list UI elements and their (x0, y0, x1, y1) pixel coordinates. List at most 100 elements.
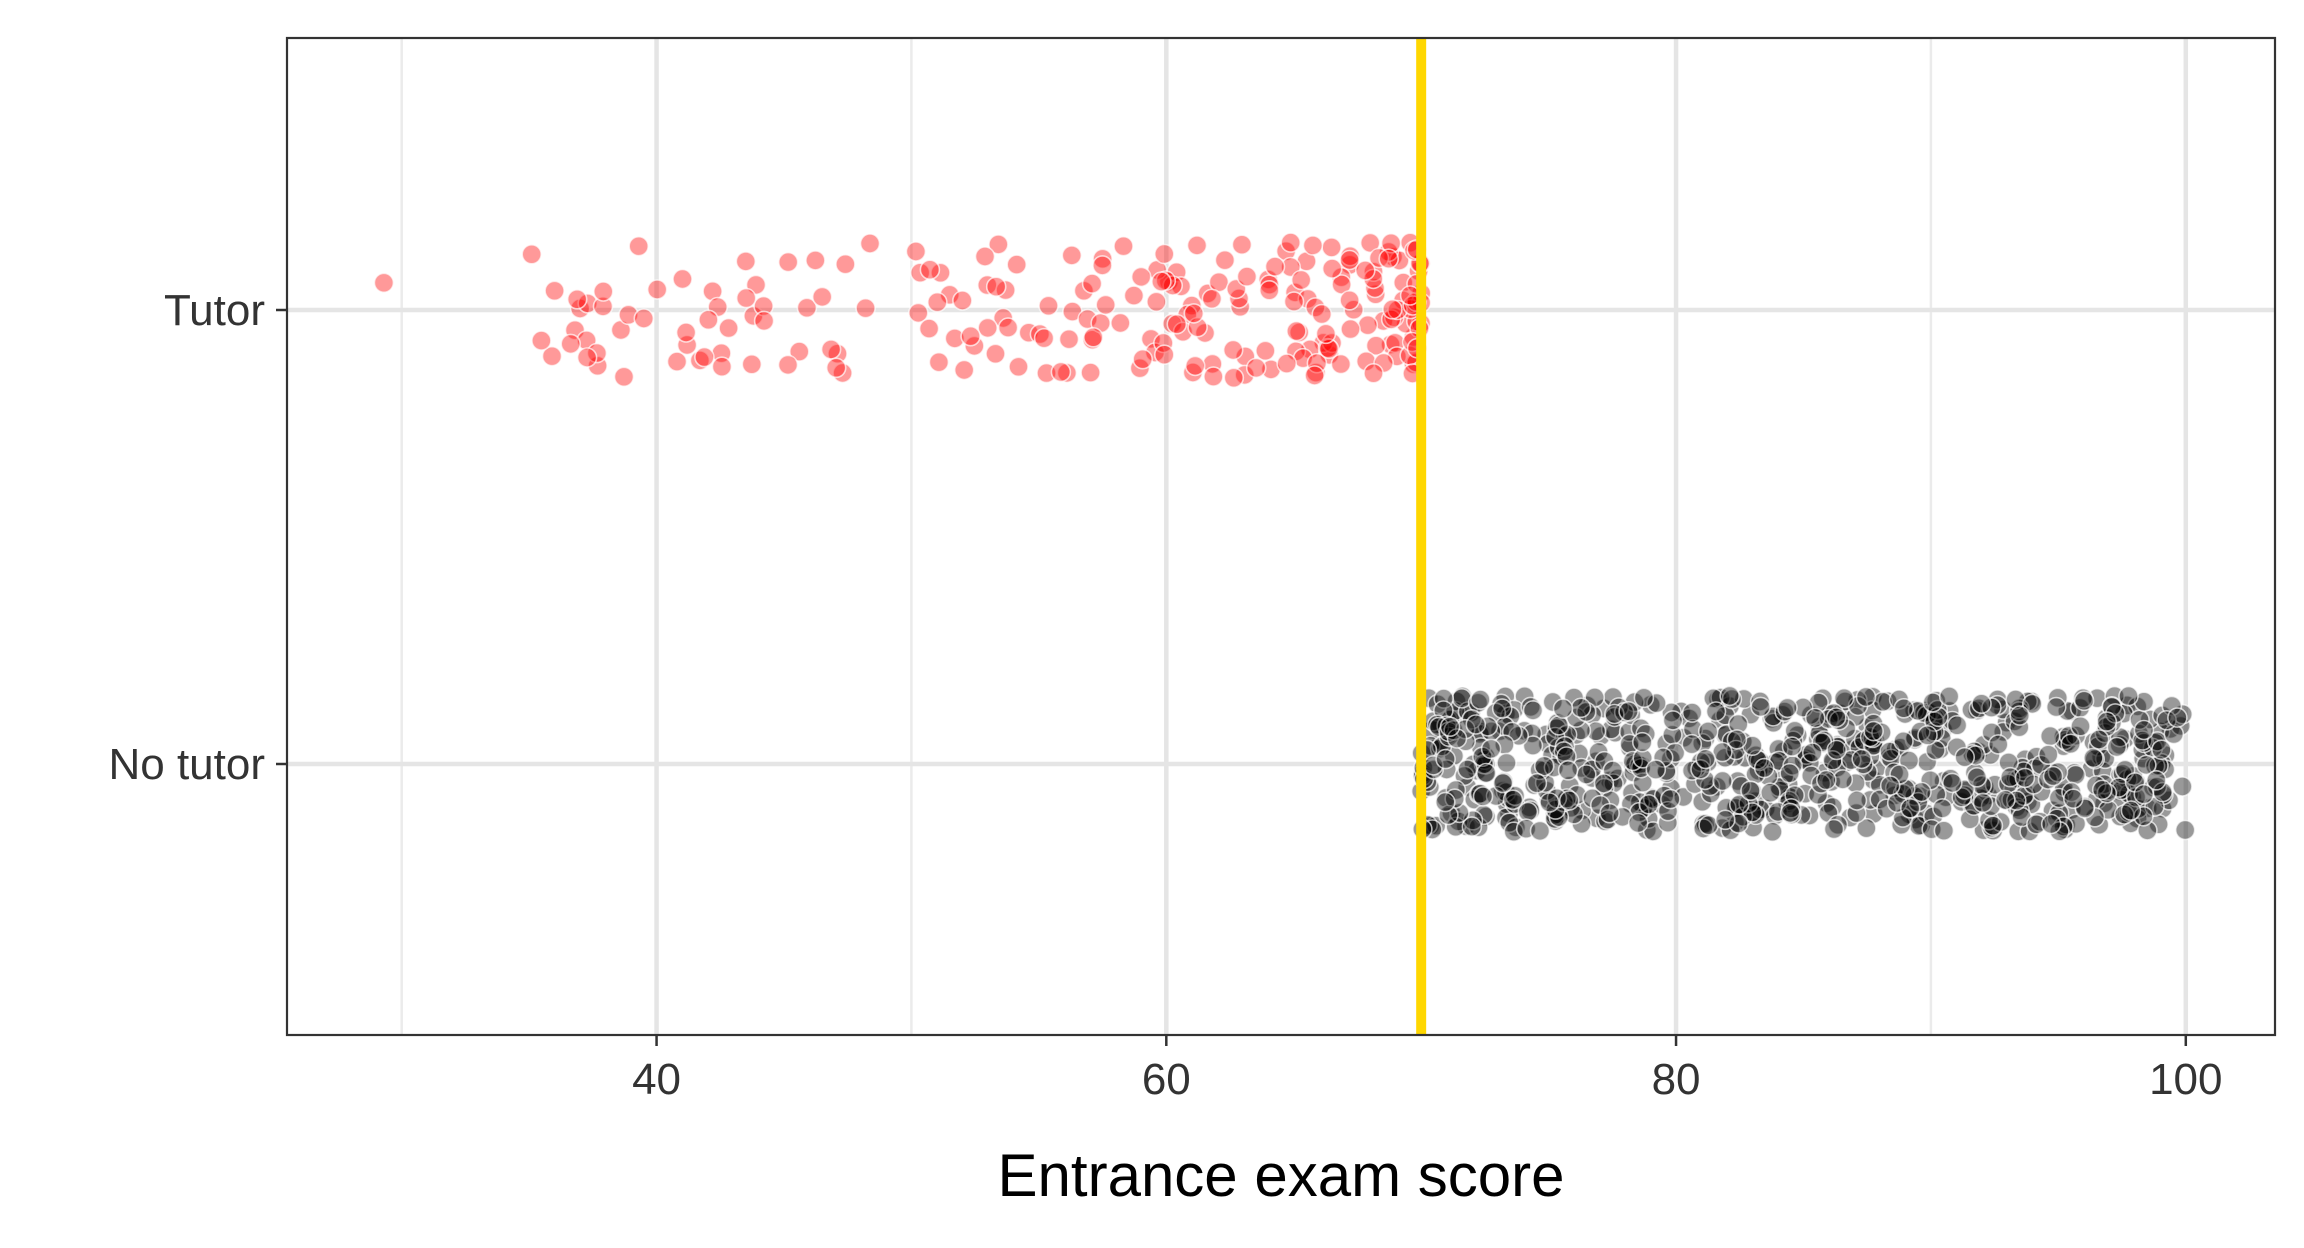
no-tutor-point (1779, 762, 1800, 784)
no-tutor-point (1750, 696, 1771, 718)
tutor-point (672, 268, 693, 290)
no-tutor-point (1681, 733, 1703, 755)
tutor-point (1306, 352, 1328, 374)
tutor-point (1280, 232, 1301, 253)
no-tutor-point (2084, 748, 2105, 770)
no-tutor-point (1612, 806, 1633, 828)
no-tutor-point (1729, 794, 1750, 815)
no-tutor-point (1705, 701, 1727, 722)
tutor-point (1033, 327, 1055, 349)
tutor-point (1286, 320, 1307, 342)
no-tutor-point (2172, 776, 2193, 797)
tutor-point (1339, 289, 1360, 311)
tutor-point (753, 310, 775, 332)
tutor-point (788, 341, 810, 362)
no-tutor-point (1657, 812, 1679, 834)
no-tutor-point (2105, 703, 2126, 724)
tutor-point (974, 246, 996, 267)
tutor-point (1311, 303, 1333, 325)
no-tutor-point (1971, 693, 1992, 715)
no-tutor-point (1933, 820, 1955, 842)
no-tutor-point (1804, 707, 1826, 729)
tutor-point (1255, 340, 1276, 362)
tutor-point (1283, 291, 1305, 312)
tutor-point (633, 308, 655, 329)
axes: 40 60 80 100 No tutor Tutor (108, 286, 2222, 1104)
no-tutor-point (1845, 772, 1866, 794)
no-tutor-point (1522, 735, 1544, 756)
no-tutor-point (1585, 720, 1607, 742)
no-tutor-point (1457, 759, 1478, 780)
no-tutor-point (1470, 689, 1491, 710)
no-tutor-point (1682, 718, 1704, 740)
tutor-point (1083, 326, 1104, 348)
tutor-point (1355, 260, 1376, 281)
no-tutor-point (1879, 741, 1900, 762)
tutor-point (1302, 235, 1324, 256)
tutor-point (1081, 273, 1103, 294)
no-tutor-point (2000, 766, 2021, 788)
no-tutor-point (1890, 814, 1912, 836)
tutor-point (1170, 276, 1192, 297)
no-tutor-point (1982, 815, 2004, 837)
tutor-point (1260, 359, 1282, 380)
no-tutor-point (1917, 724, 1938, 746)
no-tutor-point (2063, 788, 2084, 810)
no-tutor-point (2022, 693, 2043, 715)
no-tutor-point (1828, 710, 1850, 731)
tutor-point (985, 343, 1006, 365)
no-tutor-point (1533, 755, 1555, 777)
no-tutor-point (1496, 752, 1517, 774)
tutor-point (1166, 313, 1188, 335)
tutor-point (1231, 234, 1253, 255)
no-tutor-point (1480, 738, 1502, 760)
no-tutor-point (1438, 804, 1459, 826)
tutor-point (711, 356, 733, 378)
no-tutor-point (1435, 791, 1456, 813)
tutor-point (960, 325, 981, 347)
no-tutor-point (1542, 691, 1564, 713)
no-tutor-point (1995, 789, 2016, 811)
no-tutor-point (1526, 772, 1548, 794)
no-tutor-point (1954, 746, 1975, 768)
no-tutor-point (1469, 783, 1491, 805)
tutor-point (1154, 243, 1175, 265)
tutor-point (1357, 314, 1379, 336)
tutor-point (928, 351, 950, 373)
no-tutor-point (1749, 691, 1771, 712)
no-tutor-point (2136, 754, 2157, 776)
tutor-point (560, 333, 582, 355)
tutor-point (618, 304, 639, 326)
no-tutor-point (1548, 715, 1570, 736)
tutor-point (1214, 249, 1236, 271)
no-tutor-point (1570, 697, 1592, 719)
no-tutor-point (2042, 765, 2064, 787)
no-tutor-point (1833, 687, 1855, 709)
tutor-point (859, 233, 881, 254)
no-tutor-point (1893, 730, 1914, 752)
tutor-point (702, 280, 723, 302)
no-tutor-point (2132, 730, 2153, 751)
no-tutor-point (1461, 816, 1483, 837)
no-tutor-point (1742, 735, 1763, 757)
tutor-point (1378, 248, 1399, 270)
tutor-point (1113, 235, 1134, 257)
no-tutor-point (1893, 697, 1915, 719)
x-tick-label: 80 (1652, 1055, 1701, 1104)
no-tutor-point (1946, 714, 1968, 736)
no-tutor-point (1653, 785, 1675, 807)
tutor-point (1050, 361, 1072, 383)
tutor-point (1080, 362, 1101, 383)
tutor-point (997, 317, 1019, 338)
no-tutor-point (1876, 798, 1897, 820)
no-tutor-point (2106, 736, 2128, 758)
no-tutor-point (1981, 722, 2002, 743)
tutor-point (1259, 279, 1280, 301)
tutor-point (1092, 248, 1113, 270)
no-tutor-point (1840, 749, 1862, 771)
no-tutor-point (1938, 686, 1960, 707)
no-tutor-point (2065, 764, 2086, 786)
no-tutor-point (2070, 715, 2091, 737)
no-tutor-point (1816, 769, 1837, 791)
